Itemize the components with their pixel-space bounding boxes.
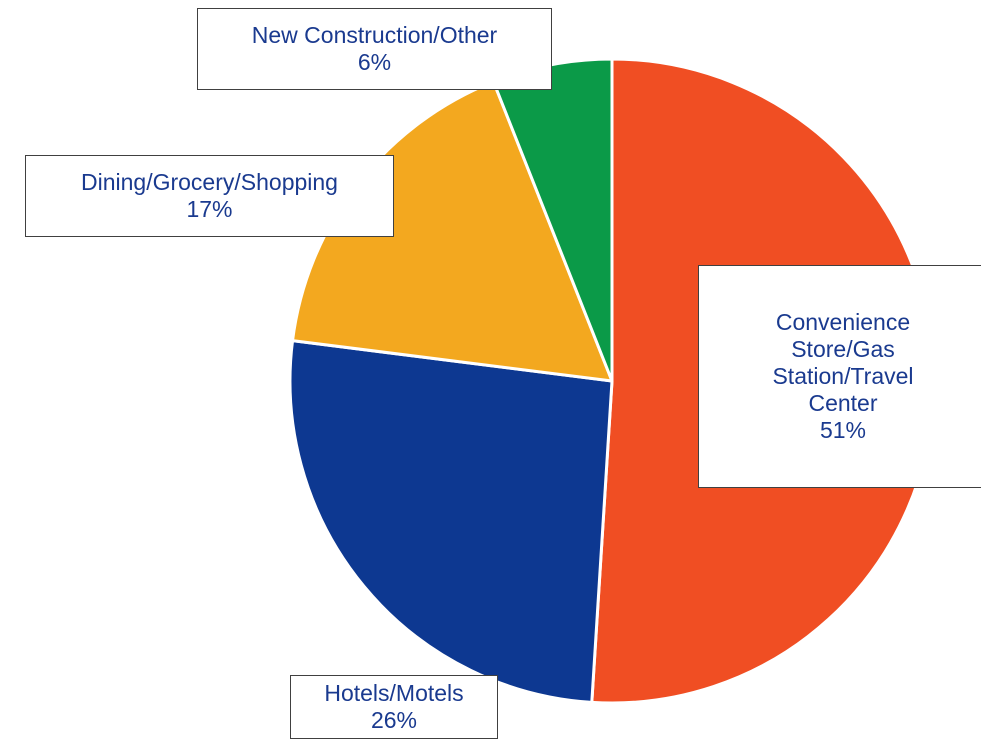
category-label: Dining/Grocery/Shopping bbox=[81, 169, 338, 195]
category-label: New Construction/Other bbox=[251, 22, 498, 48]
category-label: Hotels/Motels bbox=[324, 680, 464, 706]
data-label: New Construction/Other 6% bbox=[197, 8, 552, 90]
value-label: 51% bbox=[819, 417, 867, 443]
data-label: Dining/Grocery/Shopping 17% bbox=[25, 155, 394, 237]
pie-slice bbox=[288, 339, 614, 704]
category-label: Convenience Store/Gas Station/Travel Cen… bbox=[772, 309, 914, 416]
data-label: Hotels/Motels 26% bbox=[290, 675, 498, 739]
value-label: 6% bbox=[357, 49, 392, 75]
data-label: Convenience Store/Gas Station/Travel Cen… bbox=[698, 265, 981, 488]
value-label: 17% bbox=[186, 196, 233, 222]
value-label: 26% bbox=[370, 707, 418, 733]
